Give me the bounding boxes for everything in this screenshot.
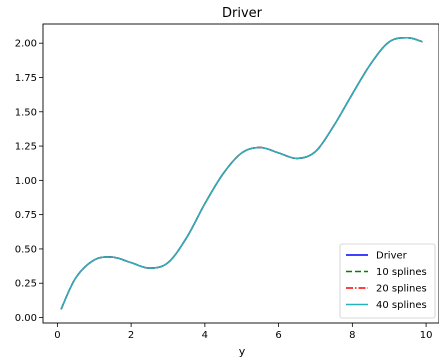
x-tick-label: 8 bbox=[349, 330, 355, 341]
legend-label: Driver bbox=[376, 251, 408, 262]
plot-area bbox=[60, 36, 423, 310]
legend-label: 10 splines bbox=[376, 267, 427, 278]
legend: Driver 10 splines 20 splines 40 splines bbox=[339, 243, 436, 319]
y-tick-label: 0.75 bbox=[15, 210, 37, 221]
x-tick-label: 6 bbox=[275, 330, 281, 341]
x-tick-label: 0 bbox=[54, 330, 60, 341]
x-axis: 0 2 4 6 8 10 bbox=[54, 323, 432, 341]
y-tick-label: 0.00 bbox=[15, 313, 37, 324]
legend-box bbox=[339, 243, 436, 319]
y-tick-label: 1.00 bbox=[15, 176, 37, 187]
y-axis: 0.00 0.25 0.50 0.75 1.00 1.25 1.50 1.75 2.00 bbox=[15, 39, 43, 324]
y-tick-label: 0.50 bbox=[15, 244, 37, 255]
y-tick-label: 2.00 bbox=[15, 39, 37, 50]
chart-title: Driver bbox=[222, 6, 263, 21]
legend-label: 20 splines bbox=[376, 284, 427, 295]
x-tick-label: 10 bbox=[420, 330, 433, 341]
y-tick-label: 1.75 bbox=[15, 73, 37, 84]
plot-frame bbox=[42, 23, 439, 324]
y-tick-label: 0.25 bbox=[15, 279, 37, 290]
x-tick-label: 2 bbox=[128, 330, 134, 341]
x-axis-label: y bbox=[239, 345, 246, 358]
y-tick-label: 1.50 bbox=[15, 107, 37, 118]
y-tick-label: 1.25 bbox=[15, 142, 37, 153]
series-line-40-splines bbox=[60, 36, 423, 310]
x-tick-label: 4 bbox=[202, 330, 208, 341]
legend-label: 40 splines bbox=[376, 300, 427, 311]
